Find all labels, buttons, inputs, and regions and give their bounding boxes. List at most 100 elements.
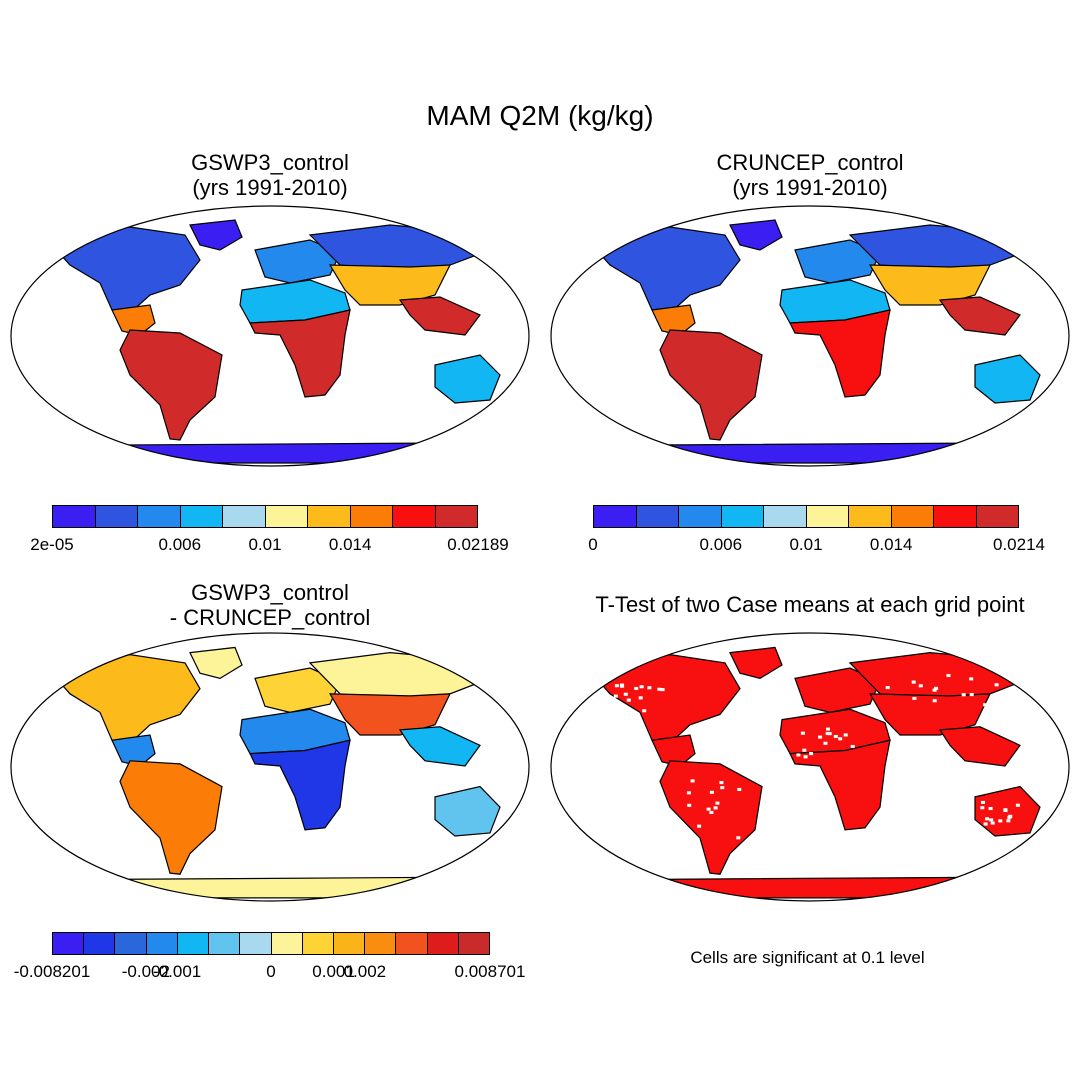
region-europe xyxy=(254,667,341,714)
colorbar-swatch xyxy=(146,933,178,954)
colorbar-gswp3 xyxy=(52,505,478,528)
colorbar-swatch xyxy=(806,506,849,527)
colorbar-swatch xyxy=(209,933,241,954)
colorbar-swatch xyxy=(223,506,266,527)
nonsignificant-cell xyxy=(660,688,665,692)
colorbar-swatch xyxy=(177,933,210,954)
colorbar-swatch xyxy=(764,506,807,527)
nonsignificant-cell xyxy=(985,817,989,821)
map-outline xyxy=(10,205,530,467)
colorbar-swatch xyxy=(308,506,351,527)
colorbar-tick-label: 0 xyxy=(266,962,276,981)
nonsignificant-cell xyxy=(687,803,692,807)
colorbar-swatch xyxy=(365,933,397,954)
map-outline xyxy=(550,632,1070,902)
region-central-africa xyxy=(249,739,351,831)
region-maritime-continent xyxy=(398,296,481,336)
colorbar-tick-label: 0.001 xyxy=(312,962,355,981)
nonsignificant-cell xyxy=(998,819,1003,823)
colorbar-swatch xyxy=(333,933,366,954)
colorbar-tick-label: 2e-05 xyxy=(30,535,74,554)
colorbar-swatch xyxy=(95,506,138,527)
nonsignificant-cell xyxy=(989,818,994,822)
region-central-africa xyxy=(789,309,891,398)
region-north-america xyxy=(48,654,201,744)
colorbar-swatch xyxy=(265,506,308,527)
nonsignificant-cell xyxy=(823,741,828,745)
nonsignificant-cell xyxy=(686,791,691,795)
colorbar-tick-label: 0.01 xyxy=(248,535,282,554)
nonsignificant-cell xyxy=(850,744,855,749)
nonsignificant-cell xyxy=(719,781,724,785)
nonsignificant-cell xyxy=(626,698,631,702)
nonsignificant-cell xyxy=(912,696,917,701)
region-south-america xyxy=(659,329,763,441)
nonsignificant-cell xyxy=(946,673,951,678)
region-central-africa xyxy=(789,739,891,831)
map-outline xyxy=(10,632,530,902)
nonsignificant-cell xyxy=(809,752,814,756)
nonsignificant-cell xyxy=(613,694,618,698)
nonsignificant-cell xyxy=(1008,814,1013,818)
nonsignificant-cell xyxy=(969,693,974,697)
panel-diff-title: GSWP3_control - CRUNCEP_control xyxy=(169,580,371,630)
region-north-america xyxy=(588,654,741,744)
colorbar-tick-label: 0.014 xyxy=(869,535,913,554)
nonsignificant-cell xyxy=(614,684,619,688)
nonsignificant-cell xyxy=(623,692,628,696)
nonsignificant-cell xyxy=(990,821,995,825)
figure-title: MAM Q2M (kg/kg) xyxy=(426,100,654,131)
nonsignificant-cell xyxy=(713,806,718,810)
colorbar-swatch xyxy=(393,506,436,527)
colorbar-tick-label: -0.002 xyxy=(121,962,170,981)
nonsignificant-cell xyxy=(709,790,714,794)
colorbar-swatch xyxy=(679,506,722,527)
region-greenland xyxy=(729,219,783,251)
colorbar-tick-label: 0.01 xyxy=(789,535,823,554)
nonsignificant-cell xyxy=(803,755,808,759)
colorbar-swatch xyxy=(240,933,272,954)
nonsignificant-cell xyxy=(932,699,937,703)
region-central-america xyxy=(651,734,696,767)
region-australia xyxy=(434,354,501,404)
nonsignificant-cell xyxy=(737,787,742,792)
nonsignificant-cell xyxy=(800,731,805,735)
colorbar-swatch xyxy=(350,506,393,527)
nonsignificant-cell xyxy=(720,786,725,790)
region-south-america xyxy=(659,760,763,875)
nonsignificant-cell xyxy=(709,810,714,814)
panel-gswp3-title: GSWP3_control (yrs 1991-2010) xyxy=(191,150,349,200)
nonsignificant-cell xyxy=(802,748,807,752)
region-greenland xyxy=(189,219,243,251)
nonsignificant-cell xyxy=(969,677,974,681)
nonsignificant-cell xyxy=(934,686,939,690)
nonsignificant-cell xyxy=(634,686,639,691)
nonsignificant-cell xyxy=(961,693,966,697)
colorbar-tick-label: -0.001 xyxy=(153,962,202,981)
colorbar-swatch xyxy=(435,506,477,527)
nonsignificant-cell xyxy=(991,699,996,703)
colorbar-tick-label: 0.002 xyxy=(343,962,387,981)
colorbar-swatch xyxy=(636,506,679,527)
colorbar-tick-label: 0.008701 xyxy=(454,962,526,981)
nonsignificant-cell xyxy=(706,807,711,811)
region-europe xyxy=(254,239,341,284)
nonsignificant-cell xyxy=(826,727,830,731)
region-north-america xyxy=(48,226,201,314)
significance-note: Cells are significant at 0.1 level xyxy=(690,948,925,967)
colorbar-swatch xyxy=(53,933,85,954)
nonsignificant-cell xyxy=(657,687,662,691)
colorbar-swatch xyxy=(721,506,764,527)
nonsignificant-cell xyxy=(838,737,843,741)
nonsignificant-cell xyxy=(818,735,823,739)
nonsignificant-cell xyxy=(911,680,916,684)
colorbar-swatch xyxy=(396,933,428,954)
region-australia xyxy=(434,785,501,837)
nonsignificant-cell xyxy=(690,779,695,783)
nonsignificant-cell xyxy=(843,733,848,737)
nonsignificant-cell xyxy=(994,683,999,687)
nonsignificant-cell xyxy=(619,683,624,687)
colorbar-swatch xyxy=(53,506,96,527)
colorbar-swatch xyxy=(458,933,490,954)
colorbar-swatch xyxy=(271,933,303,954)
